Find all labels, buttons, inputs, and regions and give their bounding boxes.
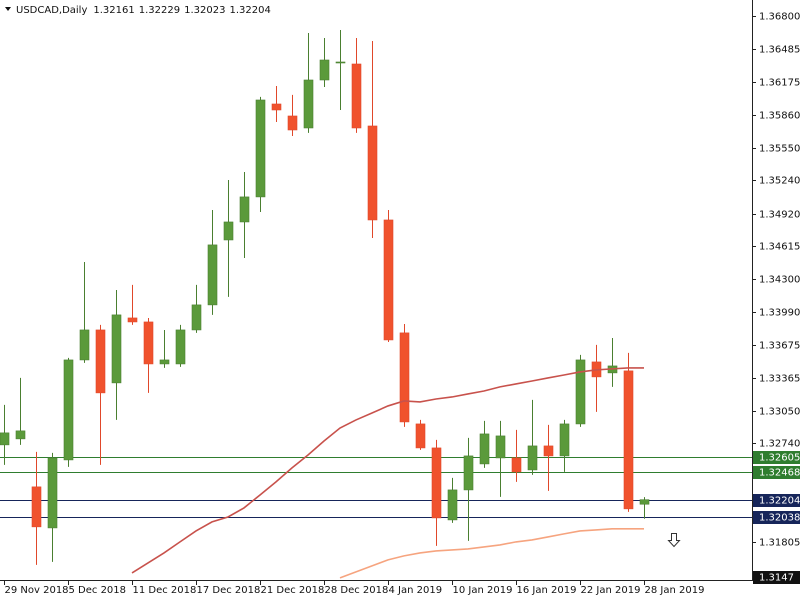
open-value: 1.32161 (93, 5, 134, 16)
x-tick-label: 28 Jan 2019 (645, 585, 705, 596)
x-tick-label: 29 Nov 2018 (5, 585, 69, 596)
x-tick-label: 28 Dec 2018 (325, 585, 389, 596)
y-tick-label: 1.35860 (759, 111, 800, 122)
bull-candle-body (111, 314, 122, 384)
bull-candle-body (303, 79, 314, 129)
level-label-box (753, 466, 800, 479)
y-tick-label: 1.36800 (759, 12, 800, 23)
level-label-box (753, 511, 800, 524)
chart-header: USDCAD,Daily 1.32161 1.32229 1.32023 1.32204 (16, 5, 271, 16)
high-value: 1.32229 (139, 5, 180, 16)
y-tick-label: 1.34615 (759, 242, 800, 253)
y-tick-label: 1.31805 (759, 538, 800, 549)
bear-candle-body (367, 125, 378, 221)
y-tick-label: 1.32740 (759, 439, 800, 450)
bear-candle-body (543, 445, 554, 457)
bear-candle-body (383, 219, 394, 341)
x-tick-label: 10 Jan 2019 (453, 585, 513, 596)
bear-candle-body (95, 329, 106, 394)
x-tick-label: 21 Dec 2018 (261, 585, 325, 596)
y-tick-label: 1.33365 (759, 374, 800, 385)
x-tick-label: 22 Jan 2019 (581, 585, 641, 596)
bull-candle-body (447, 489, 458, 521)
level-label-box (753, 571, 800, 584)
low-value: 1.32023 (184, 5, 225, 16)
moving-average-line (131, 367, 644, 574)
bull-candle-body (191, 304, 202, 331)
bull-candle-body (559, 423, 570, 457)
bull-candle-body (463, 455, 474, 491)
level-label-box (753, 451, 800, 464)
bull-candle-body (207, 244, 218, 306)
y-tick-label: 1.33675 (759, 341, 800, 352)
x-tick-label: 4 Jan 2019 (389, 585, 443, 596)
moving-average-line (339, 528, 644, 579)
bear-candle-body (431, 447, 442, 519)
x-tick-label: 5 Dec 2018 (69, 585, 127, 596)
y-tick-label: 1.34920 (759, 210, 800, 221)
y-tick-label: 1.36175 (759, 78, 800, 89)
y-tick-label: 1.33990 (759, 308, 800, 319)
x-tick-label: 17 Dec 2018 (197, 585, 261, 596)
level-label: 1.32038 (759, 513, 800, 524)
bull-candle-body (159, 359, 170, 365)
bull-candle-body (479, 433, 490, 465)
bull-candle-body (527, 445, 538, 471)
y-tick-label: 1.34300 (759, 275, 800, 286)
bear-candle-body (399, 332, 410, 423)
bull-candle-body (79, 329, 90, 361)
bear-candle-body (351, 63, 362, 129)
bull-candle-body (239, 196, 250, 223)
bull-candle-body (0, 432, 10, 446)
y-tick-label: 1.35550 (759, 144, 800, 155)
symbol: USDCAD,Daily (16, 5, 87, 16)
bull-candle-body (15, 430, 26, 440)
y-tick-label: 1.35240 (759, 176, 800, 187)
bull-candle-body (255, 99, 266, 198)
bear-candle-body (623, 370, 634, 510)
bear-candle-body (127, 317, 138, 323)
y-tick-label: 1.33050 (759, 407, 800, 418)
bear-candle-body (271, 103, 282, 111)
bull-candle-body (495, 435, 506, 459)
sell-arrow-icon (667, 533, 681, 548)
bull-candle-body (175, 329, 186, 365)
bull-candle-body (47, 457, 58, 529)
bear-candle-body (511, 457, 522, 473)
level-label: 1.32605 (759, 453, 800, 464)
bull-candle-body (63, 359, 74, 461)
bull-candle-body (319, 59, 330, 81)
bear-candle-body (31, 486, 42, 528)
x-tick-label: 16 Jan 2019 (517, 585, 577, 596)
level-label: 1.3147 (759, 573, 794, 584)
bear-candle-body (287, 115, 298, 131)
bull-candle-body (335, 61, 346, 64)
level-label: 1.32468 (759, 468, 800, 479)
bull-candle-body (223, 221, 234, 241)
menu-triangle[interactable] (5, 7, 11, 11)
level-label-box (753, 494, 800, 507)
bull-candle-body (639, 499, 650, 505)
close-value: 1.32204 (229, 5, 270, 16)
bear-candle-body (415, 423, 426, 449)
bear-candle-body (143, 321, 154, 365)
plot-area (0, 29, 752, 579)
bull-candle-body (575, 359, 586, 425)
x-tick-label: 11 Dec 2018 (133, 585, 197, 596)
level-label: 1.32204 (759, 496, 800, 507)
y-tick-label: 1.36485 (759, 45, 800, 56)
